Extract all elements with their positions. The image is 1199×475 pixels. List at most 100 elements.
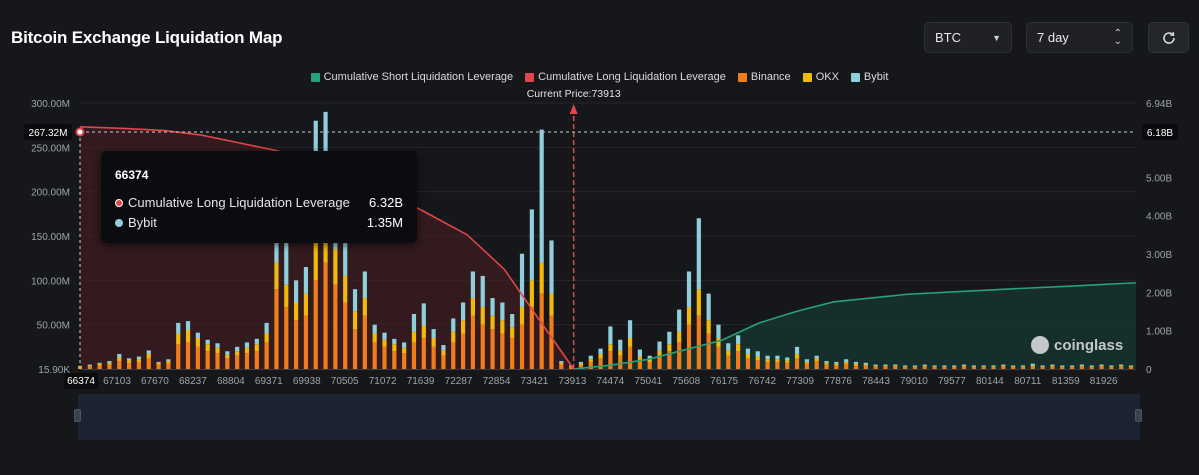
- bar-bybit: [971, 365, 976, 367]
- bar-okx: [254, 344, 259, 352]
- zoom-handle-left[interactable]: [74, 409, 81, 422]
- coin-select[interactable]: BTC ▼: [924, 22, 1012, 53]
- legend-item-bybit[interactable]: Bybit: [850, 71, 888, 83]
- bar-bybit: [343, 240, 348, 276]
- bar-binance: [1109, 367, 1114, 369]
- bar-binance: [853, 365, 859, 369]
- x-tick-label: 80711: [1014, 376, 1042, 387]
- bar-bybit: [1011, 365, 1016, 367]
- bar-okx: [1128, 366, 1134, 368]
- chevron-down-icon: ▼: [992, 32, 1001, 43]
- y-left-tick-label: 300.00M: [31, 99, 70, 110]
- bar-bybit: [392, 338, 397, 345]
- period-select[interactable]: 7 day ⌃ ⌄: [1026, 22, 1133, 53]
- bar-binance: [264, 342, 269, 369]
- x-tick-label: 75608: [672, 376, 700, 387]
- bar-okx: [519, 306, 525, 325]
- bar-bybit: [185, 321, 191, 330]
- bar-bybit: [1109, 365, 1114, 367]
- legend-item-binance[interactable]: Binance: [737, 71, 791, 83]
- bar-okx: [863, 364, 868, 366]
- x-tick-label: 81359: [1052, 376, 1080, 387]
- x-tick-label: 81926: [1090, 376, 1118, 387]
- crosshair-right-value: 6.18B: [1147, 128, 1173, 139]
- bar-bybit: [235, 346, 240, 352]
- bar-okx: [117, 357, 122, 362]
- x-tick-label: 78443: [862, 376, 890, 387]
- bar-okx: [215, 347, 220, 354]
- y-right-tick-label: 2.00B: [1146, 288, 1172, 299]
- bar-binance: [372, 342, 377, 369]
- current-price-arrow: [569, 104, 578, 114]
- x-tick-label: 76742: [748, 376, 776, 387]
- bar-binance: [991, 367, 996, 369]
- bar-bybit: [451, 318, 456, 332]
- legend-item-long[interactable]: Cumulative Long Liquidation Leverage: [525, 71, 726, 83]
- bar-bybit: [156, 361, 161, 363]
- bar-binance: [903, 367, 908, 369]
- bar-binance: [952, 367, 957, 369]
- bar-binance: [834, 365, 839, 369]
- bar-okx: [952, 366, 957, 368]
- bar-okx: [893, 365, 898, 367]
- bar-binance: [804, 363, 809, 369]
- bar-binance: [392, 351, 397, 369]
- y-right-tick-label: 5.00B: [1146, 173, 1172, 184]
- bar-bybit: [726, 343, 731, 351]
- bar-okx: [284, 284, 289, 307]
- bar-binance: [814, 361, 819, 369]
- bar-okx: [549, 293, 554, 316]
- bar-binance: [185, 342, 191, 369]
- zoom-slider[interactable]: [78, 394, 1140, 440]
- bar-bybit: [863, 362, 868, 365]
- y-right-tick-label: 6.94B: [1146, 99, 1172, 110]
- bar-bybit: [205, 339, 210, 345]
- y-right-tick-label: 4.00B: [1146, 212, 1172, 223]
- bar-okx: [274, 262, 279, 290]
- x-tick-label: 72854: [483, 376, 511, 387]
- bar-binance: [107, 364, 112, 369]
- bar-binance: [1128, 367, 1134, 369]
- tooltip-title: 66374: [115, 168, 149, 182]
- bar-bybit: [844, 359, 849, 362]
- y-left-tick-label: 250.00M: [31, 143, 70, 154]
- bar-bybit: [372, 324, 377, 334]
- x-tick-label: 71639: [407, 376, 435, 387]
- bar-binance: [588, 361, 593, 369]
- tooltip-dot: [115, 198, 123, 207]
- bar-okx: [421, 325, 426, 338]
- bar-binance: [480, 324, 485, 369]
- y-left-tick-label: 15.90K: [38, 365, 70, 376]
- bar-bybit: [578, 361, 584, 364]
- bar-binance: [362, 315, 367, 369]
- legend-item-short[interactable]: Cumulative Short Liquidation Leverage: [310, 71, 513, 83]
- bar-binance: [844, 363, 849, 369]
- legend-item-okx[interactable]: OKX: [802, 71, 839, 83]
- bar-bybit: [903, 365, 908, 367]
- tooltip-row-long: Cumulative Long Liquidation Leverage 6.3…: [115, 195, 403, 210]
- tooltip-label: Cumulative Long Liquidation Leverage: [128, 195, 350, 210]
- bar-okx: [578, 363, 584, 366]
- bar-binance: [441, 355, 446, 369]
- bar-bybit: [382, 332, 387, 340]
- bar-bybit: [627, 320, 633, 338]
- bar-bybit: [225, 351, 230, 355]
- bar-bybit: [559, 361, 564, 363]
- bar-okx: [853, 363, 859, 366]
- crosshair-right-badge: [1142, 123, 1178, 140]
- zoom-handle-right[interactable]: [1135, 409, 1142, 422]
- bar-bybit: [195, 332, 200, 338]
- bar-binance: [195, 346, 200, 369]
- bar-okx: [971, 366, 976, 368]
- bar-binance: [667, 351, 672, 369]
- bar-binance: [1020, 367, 1026, 369]
- bar-okx: [235, 351, 240, 356]
- bar-okx: [87, 365, 92, 367]
- bar-okx: [1119, 365, 1124, 367]
- bar-okx: [333, 249, 338, 285]
- bar-okx: [402, 347, 407, 354]
- refresh-button[interactable]: [1148, 22, 1189, 53]
- bar-bybit: [1030, 363, 1035, 366]
- bar-bybit: [736, 335, 741, 345]
- bar-okx: [981, 366, 986, 368]
